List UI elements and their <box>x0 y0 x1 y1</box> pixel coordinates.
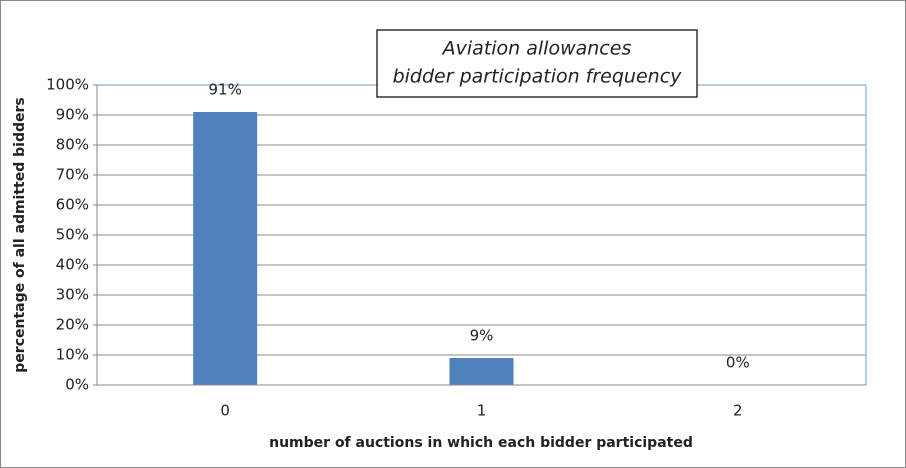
y-tick-label: 50% <box>56 226 89 244</box>
y-tick-label: 100% <box>46 76 89 94</box>
y-tick-label: 80% <box>56 136 89 154</box>
y-tick-label: 0% <box>65 376 89 394</box>
y-tick-label: 10% <box>56 346 89 364</box>
x-axis-title: number of auctions in which each bidder … <box>269 435 693 451</box>
x-tick-label: 0 <box>220 402 230 420</box>
y-tick-label: 60% <box>56 196 89 214</box>
y-tick-label: 40% <box>56 256 89 274</box>
chart-title: bidder participation frequency <box>393 66 683 88</box>
bar <box>193 112 258 385</box>
plot-area: 0%10%20%30%40%50%60%70%80%90%100%091%19%… <box>46 76 867 420</box>
data-label: 91% <box>208 81 241 99</box>
data-label: 0% <box>726 354 750 372</box>
x-tick-label: 1 <box>477 402 487 420</box>
y-tick-label: 20% <box>56 316 89 334</box>
data-label: 9% <box>470 327 494 345</box>
title-box <box>376 29 698 98</box>
bar <box>449 358 514 385</box>
y-axis-title: percentage of all admitted bidders <box>12 97 28 372</box>
y-tick-label: 90% <box>56 106 89 124</box>
y-tick-label: 70% <box>56 166 89 184</box>
y-tick-label: 30% <box>56 286 89 304</box>
x-tick-label: 2 <box>733 402 743 420</box>
chart-title: Aviation allowances <box>441 38 632 60</box>
